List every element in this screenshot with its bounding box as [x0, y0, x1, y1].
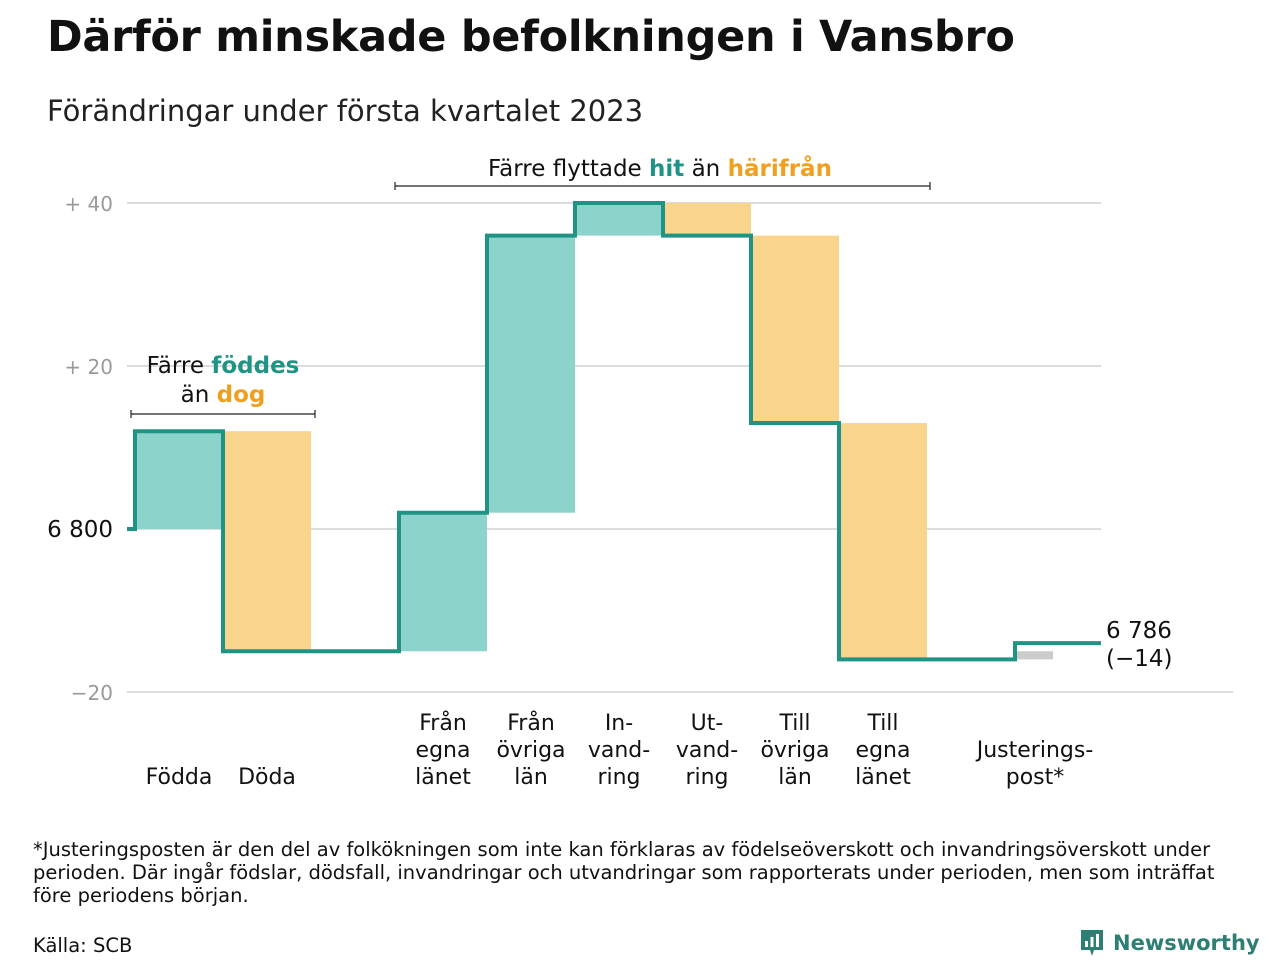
x-category-label: In-vand-ring — [588, 711, 650, 790]
chart-subtitle: Förändringar under första kvartalet 2023 — [47, 94, 644, 128]
adjustment-bar — [1015, 651, 1053, 660]
y-tick-label: + 40 — [64, 192, 113, 216]
end-value-text: 6 786 (−14) — [1106, 618, 1172, 672]
end-value-line: (−14) — [1106, 646, 1172, 672]
chart-title: Därför minskade befolkningen i Vansbro — [47, 12, 1015, 62]
births-deaths-annotation-text1: Färre — [147, 353, 212, 379]
migration-annotation: Färre flyttade hit än härifrån — [488, 155, 832, 182]
decrease-bar — [751, 235, 839, 424]
x-category-label-line: Från — [507, 710, 555, 736]
x-category-label: Till egna länet — [855, 711, 911, 790]
births-deaths-annotation-died: dog — [217, 382, 266, 408]
x-category-label-line: Från — [419, 710, 467, 736]
x-category-label-line: Ut- — [691, 711, 724, 736]
x-category-label: Födda — [146, 765, 213, 790]
migration-annotation-away: härifrån — [728, 155, 832, 182]
decrease-bar — [223, 431, 311, 652]
births-deaths-annotation-born: föddes — [211, 353, 299, 379]
newsworthy-logo-icon — [1081, 930, 1103, 956]
births-deaths-annotation-line1: Färre föddes — [147, 353, 300, 379]
x-category-label: Till övriga län — [760, 711, 829, 790]
x-category-label-line: övriga — [760, 738, 829, 763]
births-deaths-annotation-text2: än — [181, 382, 217, 408]
x-category-label-line: län — [514, 765, 548, 790]
annotations: Färre föddes än dog Färre flyttade hit ä… — [130, 155, 931, 418]
increase-bar — [135, 431, 223, 529]
x-category-label-line: Döda — [238, 765, 296, 790]
brand-name: Newsworthy — [1113, 931, 1260, 955]
waterfall-chart: + 40 + 20 6 800 −20 Färre föddes än dog Fär… — [47, 155, 1233, 790]
x-category-label-line: Till — [778, 711, 810, 736]
y-axis-tick-labels: + 40 + 20 6 800 −20 — [47, 192, 113, 705]
footnote: *Justeringsposten är den del av folkökni… — [33, 838, 1215, 907]
running-total-path — [127, 201, 1101, 662]
x-category-label: Döda — [238, 765, 296, 790]
x-category-label-line: vand- — [676, 738, 738, 763]
x-category-label-line: egna — [856, 738, 911, 763]
x-category-label: Justerings-post* — [975, 738, 1094, 790]
x-category-label-line: In- — [605, 711, 633, 736]
x-category-label: Ut-vand-ring — [676, 711, 738, 790]
bars — [135, 203, 1053, 660]
y-tick-label: + 20 — [64, 355, 113, 379]
source-label: Källa: SCB — [33, 934, 133, 957]
x-category-label-line: Födda — [146, 765, 213, 790]
decrease-bar — [839, 423, 927, 660]
migration-annotation-here: hit — [649, 156, 684, 182]
x-category-label-line: post* — [1006, 765, 1065, 790]
x-category-label-line: Justerings- — [975, 738, 1094, 763]
brand-logo: Newsworthy — [1079, 928, 1260, 958]
x-category-label-line: övriga — [496, 738, 565, 763]
migration-annotation-text3: än — [684, 156, 727, 182]
baseline-label: 6 800 — [47, 517, 113, 543]
x-category-label-line: ring — [597, 765, 640, 790]
x-category-label: Från övriga län — [496, 710, 565, 790]
end-value-label: 6 786 (−14) — [1106, 618, 1172, 672]
end-value-line: 6 786 — [1106, 618, 1172, 644]
decrease-bar — [663, 203, 751, 236]
x-category-label: Från egna länet — [415, 710, 471, 790]
migration-annotation-text1: Färre flyttade — [488, 156, 649, 182]
increase-bar — [575, 203, 663, 236]
x-category-label-line: län — [778, 765, 812, 790]
increase-bar — [487, 235, 575, 513]
x-category-label-line: vand- — [588, 738, 650, 763]
x-category-label-line: egna — [416, 738, 471, 763]
x-category-label-line: Till — [866, 711, 898, 736]
y-tick-label: −20 — [71, 681, 113, 705]
x-category-label-line: länet — [415, 765, 471, 790]
increase-bar — [399, 512, 487, 652]
x-category-label-line: ring — [685, 765, 728, 790]
births-deaths-annotation-line2: än dog — [181, 382, 266, 408]
running-total-line — [127, 201, 1101, 662]
x-category-label-line: länet — [855, 765, 911, 790]
